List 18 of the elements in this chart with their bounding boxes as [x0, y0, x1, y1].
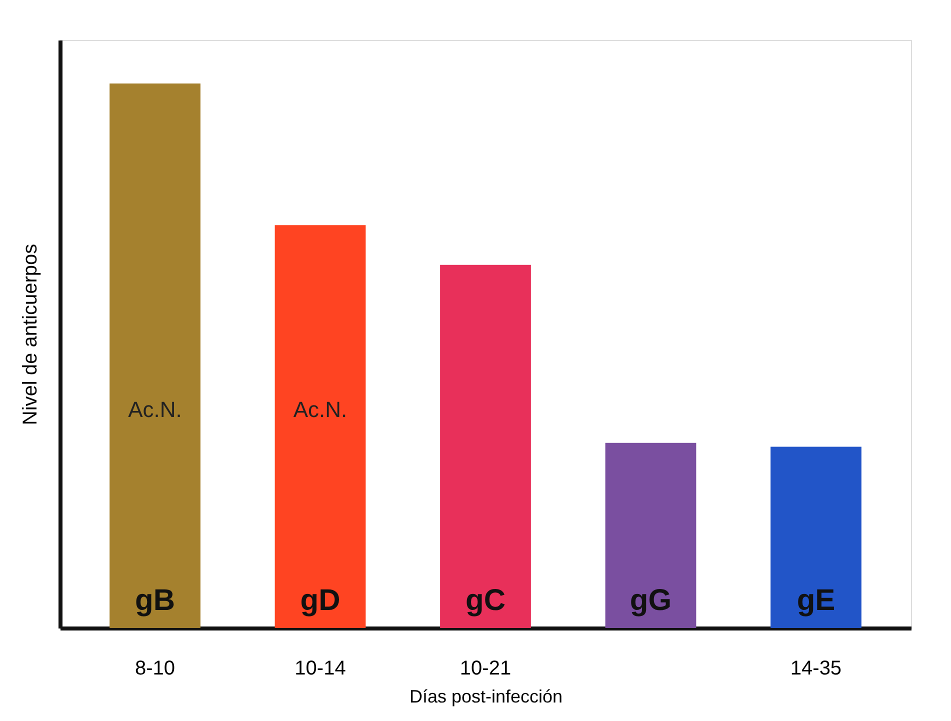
annotation: Ac.N.: [128, 397, 182, 422]
bar: [274, 225, 366, 628]
x-tick-label: 8-10: [135, 658, 176, 680]
bar: [110, 84, 200, 628]
y-axis-title: Nivel de anticuerpos: [20, 244, 42, 426]
annotation: gE: [796, 584, 836, 617]
annotation: gC: [466, 584, 506, 617]
bar: [440, 264, 531, 628]
bar: [770, 446, 862, 628]
x-tick-label: 10-14: [294, 658, 346, 680]
x-tick-label: 14-35: [790, 658, 842, 680]
annotation: gD: [300, 584, 340, 617]
annotation: gG: [630, 584, 672, 617]
annotation: gB: [135, 584, 176, 617]
annotation: Ac.N.: [293, 397, 348, 422]
x-axis-title: Días post-infección: [409, 686, 563, 706]
x-tick-label: 10-21: [460, 658, 512, 680]
bar: [605, 442, 696, 628]
